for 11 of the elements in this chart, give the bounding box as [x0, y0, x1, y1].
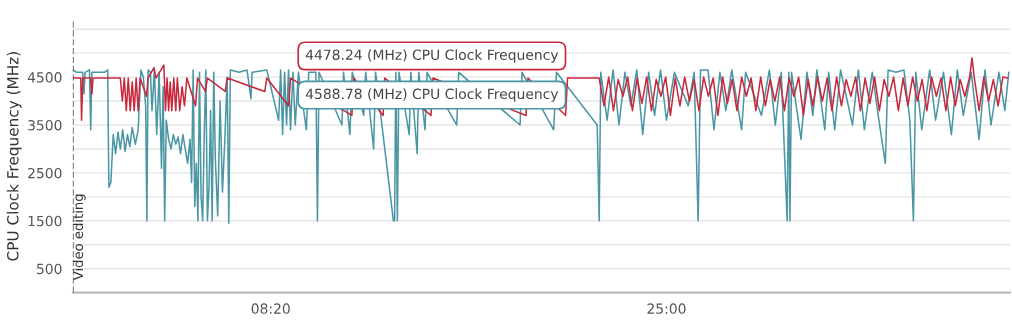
y-axis-title: CPU Clock Frequency (MHz): [6, 52, 22, 261]
y-tick-label: 3500: [28, 119, 62, 131]
annotation: 4588.78 (MHz) CPU Clock Frequency: [305, 88, 559, 102]
y-tick-label: 1500: [28, 215, 62, 227]
x-tick-label: 08:20: [251, 303, 290, 314]
annotation: 4478.24 (MHz) CPU Clock Frequency: [305, 49, 559, 63]
ref-line-label: Video editing: [72, 194, 86, 281]
y-tick-label: 4500: [27, 72, 62, 83]
y-tick-label: 2500: [28, 167, 62, 179]
y-tick-label: 500: [37, 263, 62, 275]
x-tick-label: 25:00: [647, 303, 686, 314]
